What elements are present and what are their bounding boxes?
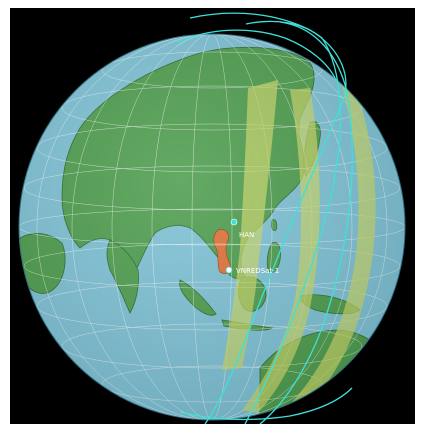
globe-map-view: HAN VNREDSat-1 xyxy=(10,8,415,424)
orbit-track-3 xyxy=(259,21,353,424)
orbit-track-bottom xyxy=(179,387,353,421)
globe-outline xyxy=(18,33,406,421)
satellite-marker: VNREDSat-1 xyxy=(225,266,279,275)
ground-station-marker: HAN xyxy=(230,218,254,239)
orbit-tracks xyxy=(177,12,353,424)
orbit-track-top xyxy=(177,29,337,81)
satellite-label: VNREDSat-1 xyxy=(236,267,279,275)
ground-station-label: HAN xyxy=(239,231,254,239)
orbit-track-2 xyxy=(244,20,341,424)
orbit-track-1 xyxy=(189,12,347,424)
globe-map: HAN VNREDSat-1 xyxy=(18,12,406,424)
